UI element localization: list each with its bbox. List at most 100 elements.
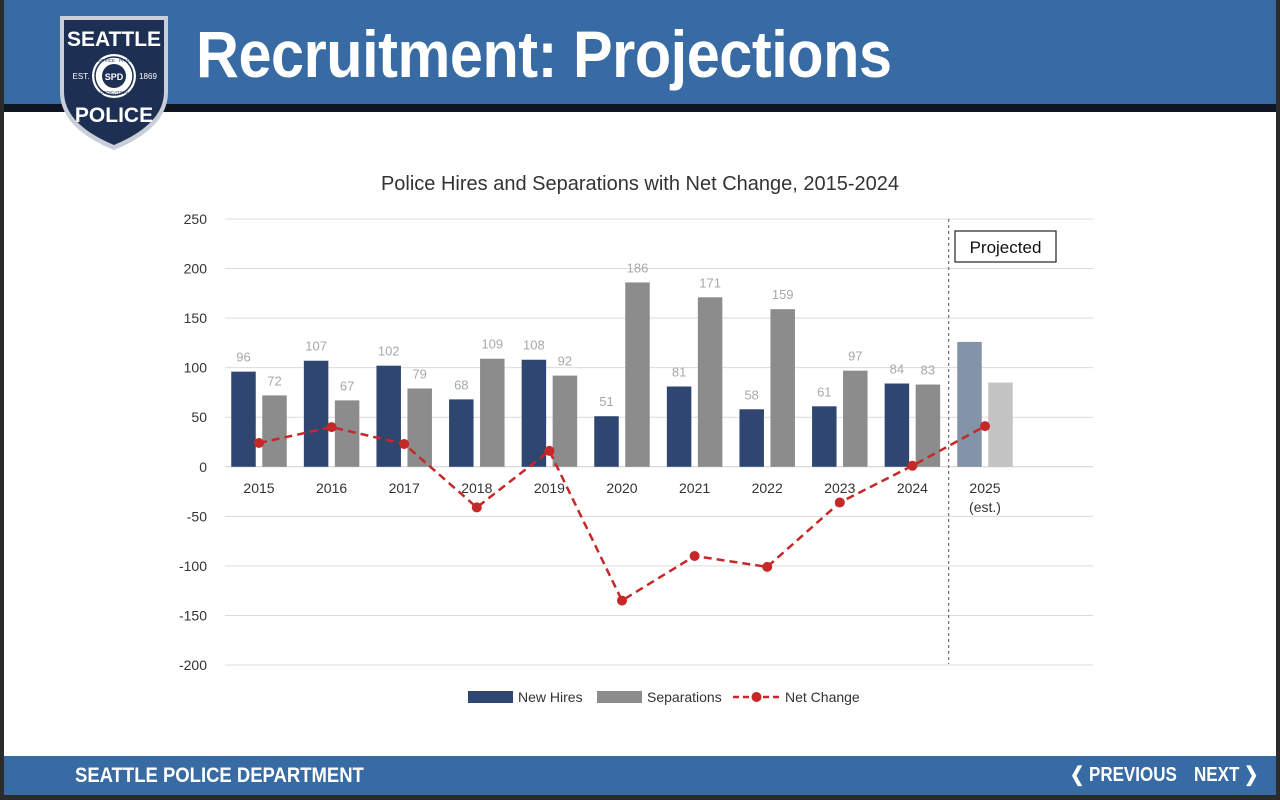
- chart-title: Police Hires and Separations with Net Ch…: [381, 173, 899, 195]
- bar-new-hires: [812, 406, 837, 467]
- data-label-new-hires: 84: [890, 362, 904, 377]
- y-tick-label: 250: [184, 211, 208, 227]
- x-tick-label: 2017: [389, 480, 420, 496]
- net-change-point: [617, 595, 627, 606]
- chevron-left-icon: ❮: [1070, 764, 1085, 786]
- badge-year-text: 1869: [139, 72, 157, 81]
- chart-legend: New Hires Separations Net Change: [468, 689, 860, 705]
- legend-swatch-separations: [597, 691, 642, 703]
- net-change-point: [907, 460, 918, 471]
- net-change-point: [471, 502, 482, 513]
- y-tick-label: 50: [191, 409, 207, 425]
- x-tick-label: 2023: [824, 480, 855, 496]
- bar-new-hires: [957, 341, 982, 467]
- data-label-separations: 171: [699, 275, 721, 290]
- bar-new-hires: [303, 360, 329, 467]
- data-label-new-hires: 58: [744, 387, 758, 402]
- legend-marker-net-change: [751, 692, 762, 702]
- data-label-separations: 67: [340, 378, 354, 393]
- net-change-point: [254, 437, 264, 448]
- y-tick-label: 100: [184, 360, 208, 376]
- bar-new-hires: [666, 386, 692, 467]
- badge-monogram: SPD: [105, 72, 124, 82]
- badge-top-text: SEATTLE: [67, 28, 161, 51]
- bar-separations: [915, 384, 941, 467]
- data-label-separations: 186: [627, 260, 649, 275]
- net-change-point: [399, 438, 410, 449]
- bar-new-hires: [376, 365, 401, 467]
- data-label-separations: 83: [921, 363, 935, 378]
- x-tick-label: 2025 (est.): [969, 480, 1001, 515]
- x-tick-label: 2020: [606, 480, 637, 496]
- projected-annotation: Projected: [948, 219, 1057, 664]
- x-tick-label: 2021: [679, 480, 710, 496]
- next-button[interactable]: NEXT ❯: [1194, 756, 1258, 795]
- bar-new-hires: [231, 371, 256, 467]
- net-change-line: [254, 421, 990, 606]
- badge-ring-top: SERVICE · PRIDE: [95, 58, 132, 63]
- bar-new-hires: [739, 409, 764, 467]
- header-bar: Recruitment: Projections: [4, 0, 1276, 104]
- net-change-point: [326, 422, 337, 433]
- x-tick-label: 2022: [752, 480, 783, 496]
- hires-separations-chart: Police Hires and Separations with Net Ch…: [179, 173, 1093, 705]
- y-tick-label: 0: [199, 459, 207, 475]
- legend-label-new-hires: New Hires: [518, 689, 583, 705]
- data-label-new-hires: 68: [454, 377, 468, 392]
- projected-label-box: [954, 230, 1057, 263]
- badge-bottom-text: POLICE: [75, 104, 153, 127]
- header-divider: [4, 104, 1276, 112]
- bar-new-hires: [594, 416, 619, 467]
- department-name: SEATTLE POLICE DEPARTMENT: [75, 764, 364, 787]
- legend-swatch-new-hires: [468, 691, 513, 703]
- x-tick-label: 2018: [461, 480, 492, 496]
- bar-new-hires: [521, 359, 547, 467]
- data-label-separations: 92: [558, 354, 572, 369]
- bar-separations: [552, 375, 578, 467]
- net-change-point: [762, 561, 773, 572]
- y-tick-label: -150: [179, 607, 207, 623]
- projected-label: Projected: [970, 238, 1042, 257]
- y-axis: 250 200 150 100 50 0 -50 -100 -150 -200: [179, 211, 207, 673]
- data-label-separations: 159: [772, 287, 794, 302]
- data-label-separations: 79: [412, 366, 426, 381]
- data-label-separations: 72: [267, 373, 281, 388]
- x-tick-label: 2019: [534, 480, 565, 496]
- data-label-separations: 97: [848, 349, 862, 364]
- previous-label: PREVIOUS: [1088, 764, 1177, 786]
- data-label-new-hires: 102: [378, 344, 400, 359]
- bar-separations: [480, 358, 505, 467]
- data-label-new-hires: 61: [817, 384, 831, 399]
- bar-separations: [770, 309, 795, 467]
- data-label-new-hires: 81: [672, 364, 686, 379]
- bar-separations: [262, 395, 287, 467]
- badge-ring-bottom: DEDICATION: [100, 90, 127, 95]
- y-tick-label: 150: [184, 310, 208, 326]
- bar-separations: [697, 297, 723, 467]
- data-label-new-hires: 96: [236, 350, 250, 365]
- bar-separations: [334, 400, 360, 467]
- next-label: NEXT: [1194, 764, 1240, 786]
- bar-separations: [988, 382, 1013, 467]
- data-label-new-hires: 108: [523, 338, 545, 353]
- bar-separations: [843, 370, 868, 467]
- page-title: Recruitment: Projections: [196, 17, 892, 91]
- data-label-separations: 109: [481, 337, 503, 352]
- badge-est-text: EST.: [73, 72, 90, 81]
- net-change-point: [980, 421, 990, 432]
- x-tick-label: 2015: [243, 480, 274, 496]
- bar-new-hires: [884, 383, 910, 467]
- data-label-new-hires: 51: [599, 394, 613, 409]
- net-change-point: [544, 445, 555, 456]
- x-tick-label: 2024: [897, 480, 928, 496]
- slide: Recruitment: Projections SEATTLE SPD SER…: [4, 0, 1276, 795]
- data-label-new-hires: 107: [305, 339, 327, 354]
- bar-separations: [625, 282, 650, 467]
- previous-button[interactable]: ❮ PREVIOUS: [1070, 756, 1177, 795]
- y-tick-label: -200: [179, 657, 207, 673]
- legend-label-separations: Separations: [647, 689, 722, 705]
- seattle-police-badge-logo: SEATTLE SPD SERVICE · PRIDE DEDICATION E…: [60, 16, 168, 150]
- net-change-point: [834, 497, 845, 508]
- net-change-series-line: [258, 425, 986, 603]
- y-tick-label: -100: [179, 558, 207, 574]
